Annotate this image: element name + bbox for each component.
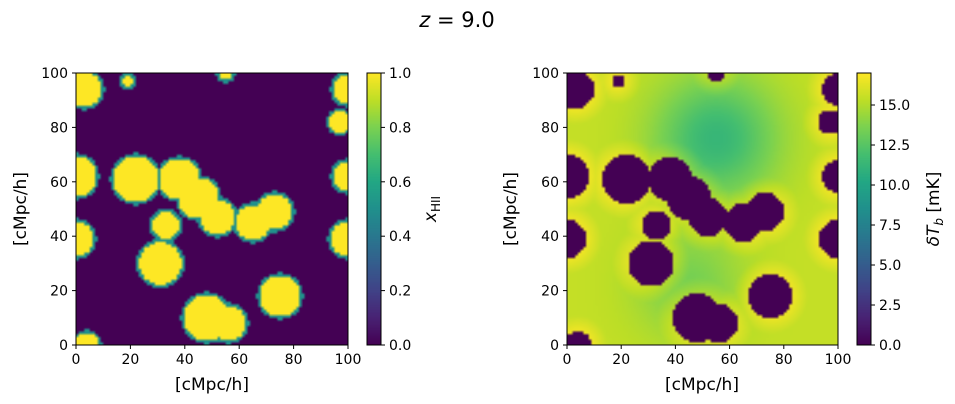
colorbar-tick-label: 0.6 [389,175,411,191]
colorbar-tick-label: 0.8 [389,120,411,136]
colorbar-label: xHII [421,196,443,223]
colorbar-tick-label: 0.2 [389,284,411,300]
y-tick-label: 100 [41,66,68,82]
colorbar-tick-label: 7.5 [879,218,901,234]
figure-title-value: 9.0 [461,8,494,32]
y-tick-label: 40 [541,229,559,245]
colorbar-tick-label: 12.5 [879,138,910,154]
colorbar [857,73,871,345]
x-axis-label: [cMpc/h] [175,375,249,395]
ionization-map [76,73,348,345]
x-tick-label: 0 [563,352,572,368]
y-ticks: 0 20 40 60 80 100 [41,66,76,354]
colorbar-label: δTb [mK] [924,172,946,247]
panel-xhii: 0 20 40 60 80 100 0 20 40 60 80 100 [cMpc/h] [cMpc… [11,66,443,395]
colorbar-label-sub: HII [429,196,443,212]
x-tick-label: 80 [775,352,793,368]
x-axis-label: [cMpc/h] [665,375,739,395]
y-tick-label: 20 [541,284,559,300]
colorbar-frame [366,72,382,346]
y-tick-label: 60 [50,175,68,191]
x-tick-label: 40 [666,352,684,368]
colorbar-tick-label: 0.4 [389,229,411,245]
y-tick-label: 0 [550,338,559,354]
x-ticks: 0 20 40 60 80 100 [72,345,362,368]
x-ticks: 0 20 40 60 80 100 [563,345,852,368]
axes-frame [566,72,839,346]
y-ticks: 0 20 40 60 80 100 [532,66,567,354]
panel-dtb: 0 20 40 60 80 100 0 20 40 60 80 100 [cMpc/h] [cMpc… [501,66,946,395]
figure-title-var: z [418,8,431,32]
figure-title: z = 9.0 [418,8,494,32]
y-tick-label: 0 [59,338,68,354]
colorbar-tick-label: 5.0 [879,258,901,274]
x-tick-label: 40 [176,352,194,368]
colorbar-tick-label: 0.0 [879,338,901,354]
colorbar [367,73,381,345]
x-tick-label: 20 [612,352,630,368]
axes-frame [75,72,349,346]
x-tick-label: 60 [230,352,248,368]
colorbar-frame [856,72,872,346]
colorbar-label-unit: [mK] [924,172,944,218]
y-tick-label: 60 [541,175,559,191]
colorbar-label-main: x [421,211,441,223]
x-tick-label: 20 [121,352,139,368]
x-tick-label: 100 [335,352,362,368]
x-tick-label: 100 [825,352,852,368]
colorbar-tick-label: 0.0 [389,338,411,354]
colorbar-ticks: 0.0 2.5 5.0 7.5 10.0 12.5 15.0 [871,98,910,354]
brightness-temperature-map [567,73,838,345]
colorbar-ticks: 0.0 0.2 0.4 0.6 0.8 1.0 [381,66,411,354]
y-tick-label: 20 [50,284,68,300]
colorbar-tick-label: 10.0 [879,178,910,194]
y-tick-label: 40 [50,229,68,245]
colorbar-tick-label: 1.0 [389,66,411,82]
y-axis-label: [cMpc/h] [11,172,31,246]
y-tick-label: 80 [541,120,559,136]
y-axis-label: [cMpc/h] [501,172,521,246]
colorbar-label-main: δT [924,224,944,246]
x-tick-label: 80 [285,352,303,368]
y-tick-label: 100 [532,66,559,82]
colorbar-tick-label: 15.0 [879,98,910,114]
colorbar-label-sub: b [932,218,946,226]
figure-title-eq: = [430,8,461,32]
x-tick-label: 60 [721,352,739,368]
y-tick-label: 80 [50,120,68,136]
colorbar-tick-label: 2.5 [879,298,901,314]
x-tick-label: 0 [72,352,81,368]
